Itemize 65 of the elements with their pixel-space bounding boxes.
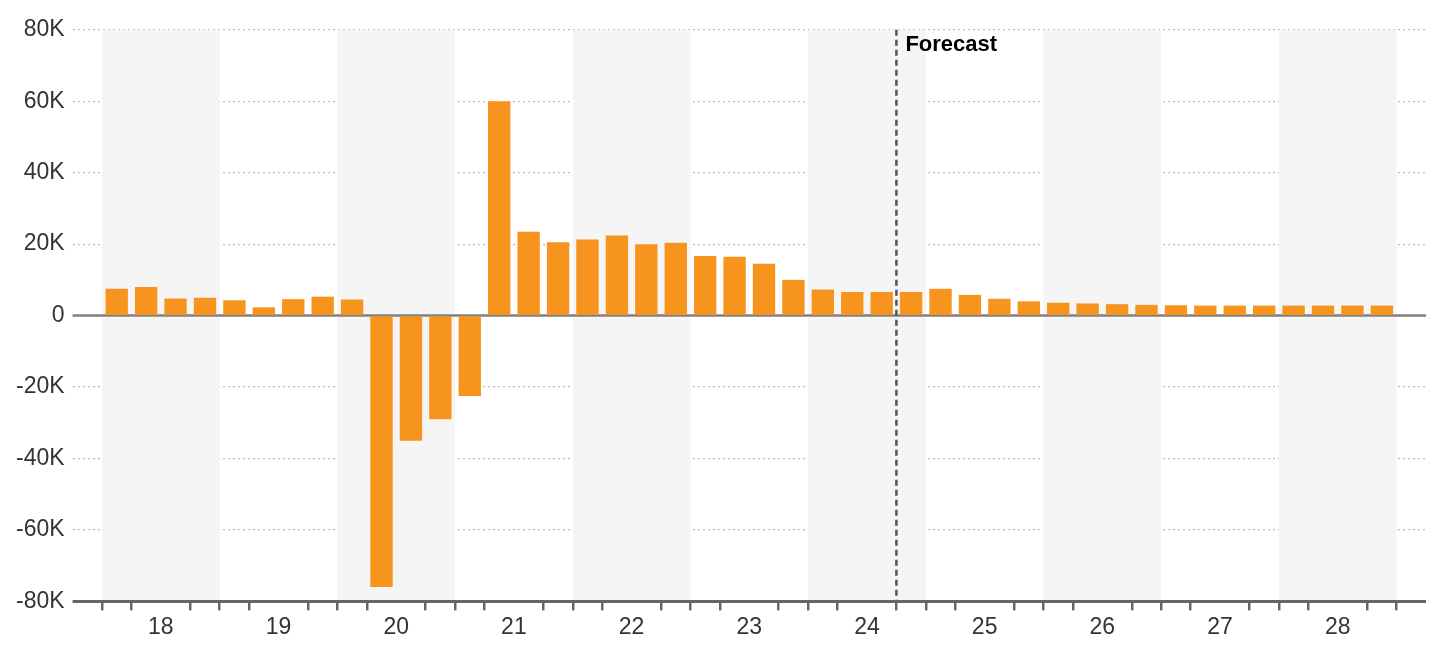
x-tick-label: 27 [1207,612,1233,639]
y-tick-label: -60K [15,515,66,542]
bar [929,288,952,315]
x-tick-label: 21 [501,612,527,639]
bar [1105,304,1129,315]
x-tick-label: 18 [148,612,174,639]
bar [576,239,599,315]
bar [488,101,511,315]
bar [311,296,334,315]
bar [605,235,629,315]
x-tick-label: 26 [1089,612,1116,639]
bar [223,300,246,315]
bar [399,316,423,441]
bar [164,298,187,315]
bar [1341,305,1364,315]
y-tick-label: 80K [23,15,66,42]
bar [1135,304,1158,315]
bar [1223,305,1246,315]
bar [1253,305,1276,315]
bar [340,299,364,315]
bar [752,263,776,315]
y-tick-label: -20K [15,372,66,399]
bar [1076,303,1099,315]
bar [458,316,481,396]
y-tick-label: -80K [15,586,66,613]
bar [546,242,570,315]
x-tick-label: 25 [971,612,998,639]
bar [134,287,158,315]
y-tick-label: -40K [15,443,66,470]
bar [811,289,835,315]
bar [723,256,746,315]
x-tick-label: 23 [736,612,763,639]
bar [1047,302,1070,315]
bar [870,292,893,315]
bar [664,242,687,315]
bar [282,299,305,315]
bar [841,292,864,315]
bar [899,292,923,315]
y-tick-label: 40K [23,158,66,185]
bar [429,316,452,420]
x-tick-label: 28 [1324,612,1351,639]
bar [635,244,658,315]
bar [1370,305,1394,315]
x-tick-label: 20 [383,612,410,639]
x-tick-label: 22 [618,612,645,639]
bar [1017,301,1040,315]
bar [1164,305,1188,315]
bar [958,294,982,315]
y-tick-label: 0 [51,300,65,327]
bar [693,255,717,315]
bar [782,279,805,315]
bar [370,316,393,588]
x-tick-label: 19 [265,612,292,639]
ref-line-label: Forecast [905,30,998,56]
x-tick-label: 24 [854,612,880,639]
bar [1194,305,1217,315]
bar [1282,305,1305,315]
bar [105,288,128,315]
bar [517,231,540,315]
y-tick-label: 60K [23,86,66,113]
bar [988,298,1011,315]
y-tick-label: 20K [23,229,66,256]
bar [1311,305,1335,315]
bar [193,297,217,315]
bar [252,307,276,315]
